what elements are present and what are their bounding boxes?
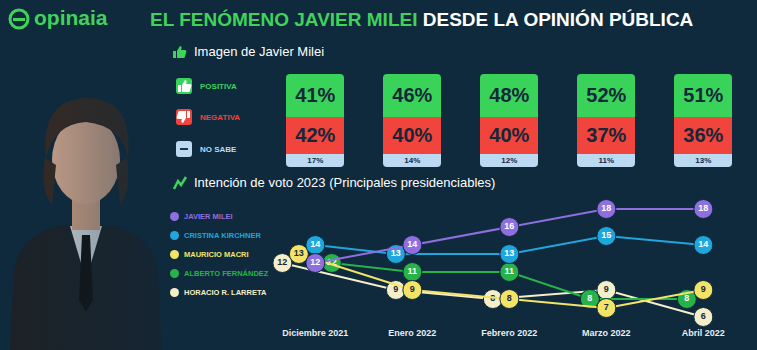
html-text:48%: 48% bbox=[489, 84, 530, 106]
svg-text:14: 14 bbox=[698, 239, 708, 249]
svg-text:9: 9 bbox=[701, 284, 706, 294]
svg-text:16: 16 bbox=[504, 221, 514, 231]
html-text:41%: 41% bbox=[295, 84, 336, 106]
svg-text:9: 9 bbox=[410, 284, 415, 294]
html-text:Imagen de Javier Milei: Imagen de Javier Milei bbox=[194, 44, 325, 59]
svg-text:8: 8 bbox=[490, 293, 495, 303]
html-text:NO SABE: NO SABE bbox=[200, 144, 237, 154]
html-text:51%: 51% bbox=[683, 84, 724, 106]
svg-text:11: 11 bbox=[505, 266, 515, 276]
html-text:13%: 13% bbox=[695, 156, 712, 165]
svg-text:12: 12 bbox=[277, 257, 287, 267]
html-text:17%: 17% bbox=[307, 156, 324, 165]
html-text:37%: 37% bbox=[586, 124, 627, 146]
html-text:40%: 40% bbox=[392, 124, 433, 146]
svg-text:13: 13 bbox=[294, 248, 304, 258]
svg-text:Abril 2022: Abril 2022 bbox=[682, 328, 725, 338]
svg-text:12: 12 bbox=[327, 257, 337, 267]
html-text:42%: 42% bbox=[295, 124, 336, 146]
svg-text:8: 8 bbox=[507, 293, 512, 303]
html-text:JAVIER MILEI: JAVIER MILEI bbox=[184, 211, 233, 221]
svg-text:18: 18 bbox=[698, 203, 708, 213]
svg-text:7: 7 bbox=[604, 302, 609, 312]
svg-text:Enero 2022: Enero 2022 bbox=[388, 328, 436, 338]
html-text:POSITIVA: POSITIVA bbox=[200, 81, 237, 91]
html-text:CRISTINA KIRCHNER: CRISTINA KIRCHNER bbox=[184, 230, 261, 240]
svg-text:6: 6 bbox=[701, 311, 706, 321]
html-text:46%: 46% bbox=[392, 84, 433, 106]
svg-text:Febrero 2022: Febrero 2022 bbox=[481, 328, 537, 338]
svg-text:9: 9 bbox=[393, 284, 398, 294]
html-text:opinaia: opinaia bbox=[34, 6, 108, 29]
html-text:40%: 40% bbox=[489, 124, 530, 146]
svg-text:Marzo 2022: Marzo 2022 bbox=[582, 328, 631, 338]
html-text:11%: 11% bbox=[598, 156, 615, 165]
html-text:14%: 14% bbox=[404, 156, 421, 165]
html-text:Intención de voto 2023 (Princi: Intención de voto 2023 (Principales pres… bbox=[194, 175, 496, 190]
svg-text:14: 14 bbox=[407, 239, 417, 249]
html-text:MAURICIO MACRI: MAURICIO MACRI bbox=[184, 249, 249, 259]
html-text:ALBERTO FERNÁNDEZ: ALBERTO FERNÁNDEZ bbox=[184, 268, 269, 278]
svg-text:9: 9 bbox=[604, 284, 609, 294]
html-text:12%: 12% bbox=[501, 156, 518, 165]
html-text:HORACIO R. LARRETA: HORACIO R. LARRETA bbox=[184, 287, 267, 297]
svg-text:8: 8 bbox=[587, 293, 592, 303]
svg-text:13: 13 bbox=[504, 248, 514, 258]
svg-text:Diciembre 2021: Diciembre 2021 bbox=[282, 328, 348, 338]
svg-text:8: 8 bbox=[684, 293, 689, 303]
svg-text:15: 15 bbox=[601, 230, 611, 240]
svg-text:11: 11 bbox=[408, 266, 418, 276]
svg-text:14: 14 bbox=[310, 239, 320, 249]
html-text:52%: 52% bbox=[586, 84, 627, 106]
svg-text:12: 12 bbox=[310, 257, 320, 267]
html-text:36%: 36% bbox=[683, 124, 724, 146]
html-text:NEGATIVA: NEGATIVA bbox=[200, 112, 241, 122]
html-text:EL FENÓMENO JAVIER MILEI DESDE: EL FENÓMENO JAVIER MILEI DESDE LA OPINIÓ… bbox=[150, 9, 694, 30]
svg-text:18: 18 bbox=[601, 203, 611, 213]
svg-text:13: 13 bbox=[391, 248, 401, 258]
